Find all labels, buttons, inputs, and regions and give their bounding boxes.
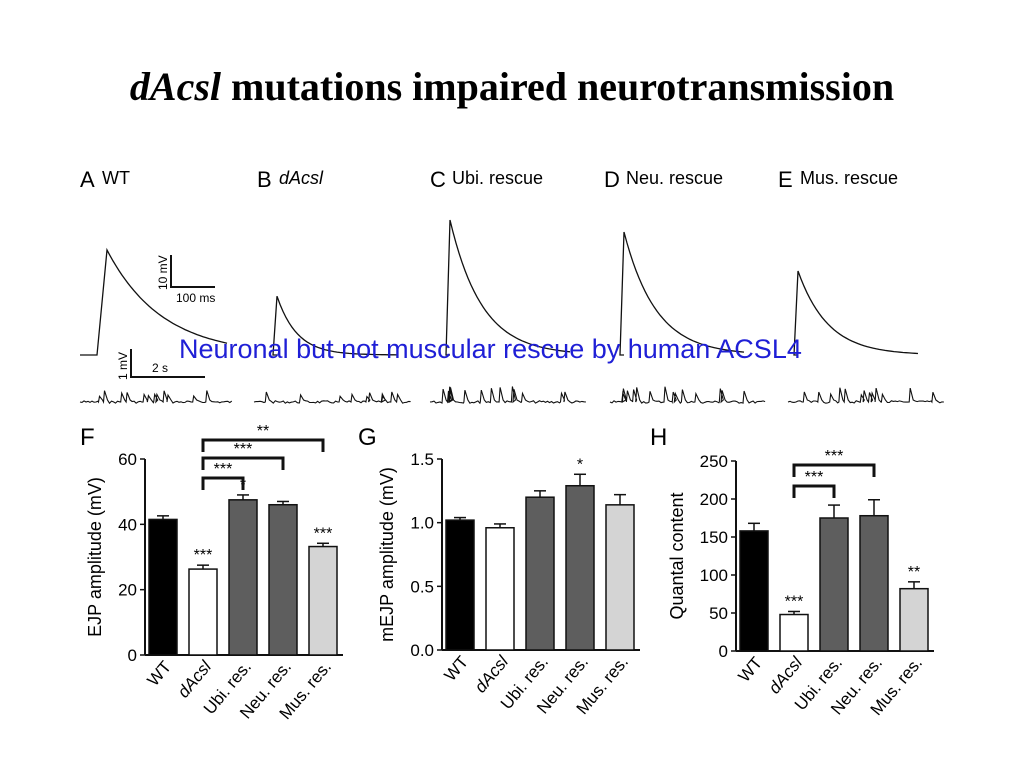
- y-tick-label: 1.0: [410, 514, 434, 533]
- category-label: WT: [441, 652, 473, 684]
- chart-panel-letter: G: [358, 424, 377, 451]
- bar: [565, 484, 595, 651]
- trace-panel-label: Neu. rescue: [626, 168, 723, 188]
- bar: [228, 499, 258, 656]
- bar: [605, 504, 635, 651]
- significance-mark: ***: [194, 547, 213, 564]
- y-tick-label: 150: [700, 528, 728, 547]
- ejp-trace-line: [272, 295, 398, 356]
- bar: [739, 530, 769, 652]
- trace-panel-letter: C: [430, 167, 446, 192]
- ejp-trace-line: [80, 247, 228, 356]
- significance-mark: **: [908, 564, 920, 581]
- ejp-scalebar: [170, 255, 215, 288]
- comparison-bracket: [201, 476, 245, 490]
- bar: [445, 519, 475, 651]
- slide-title: dAcsl mutations impaired neurotransmissi…: [0, 62, 1024, 112]
- y-tick-label: 100: [700, 566, 728, 585]
- bar: [525, 496, 555, 651]
- bar: [308, 545, 338, 656]
- y-tick-label: 0: [128, 646, 137, 665]
- title-rest: mutations impaired neurotransmission: [221, 64, 895, 109]
- y-tick-label: 0: [719, 642, 728, 661]
- bar: [859, 514, 889, 652]
- ejp-scalebar-time: 100 ms: [176, 291, 215, 305]
- y-axis-label: mEJP amplitude (mV): [377, 467, 397, 642]
- chart-panel-letter: H: [650, 424, 667, 451]
- y-tick-label: 50: [709, 604, 728, 623]
- comparison-bracket: [792, 484, 836, 498]
- bar: [899, 587, 929, 652]
- mejp-scalebar: [130, 349, 205, 378]
- title-italic-gene: dAcsl: [129, 64, 222, 109]
- bar: [779, 613, 809, 652]
- bar: [819, 517, 849, 652]
- y-tick-label: 200: [700, 490, 728, 509]
- comparison-label: **: [257, 423, 269, 440]
- mejp-trace-line: [609, 386, 766, 404]
- y-tick-label: 60: [118, 450, 137, 469]
- category-label: WT: [144, 657, 176, 689]
- trace-panel-label: dAcsl: [279, 168, 324, 188]
- comparison-label: ***: [234, 441, 253, 458]
- mejp-trace-line: [79, 390, 233, 405]
- mejp-scalebar-time: 2 s: [152, 361, 168, 375]
- y-tick-label: 250: [700, 452, 728, 471]
- y-axis-label: Quantal content: [667, 492, 687, 619]
- comparison-label: ***: [805, 469, 824, 486]
- trace-panel-letter: D: [604, 167, 620, 192]
- y-tick-label: 20: [118, 581, 137, 600]
- mejp-trace-line: [253, 391, 411, 404]
- significance-mark: ***: [314, 525, 333, 542]
- y-tick-label: 1.5: [410, 450, 434, 469]
- trace-panel-label: Mus. rescue: [800, 168, 898, 188]
- y-axis-label: EJP amplitude (mV): [85, 477, 105, 637]
- mejp-trace-line: [429, 386, 586, 405]
- trace-panel-letter: E: [778, 167, 793, 192]
- trace-panel-label: Ubi. rescue: [452, 168, 543, 188]
- bar: [148, 518, 178, 656]
- ejp-scalebar-voltage: 10 mV: [156, 255, 170, 290]
- chart-panel-letter: F: [80, 424, 95, 451]
- trace-panel-letter: B: [257, 167, 272, 192]
- significance-mark: *: [577, 456, 583, 473]
- mejp-trace-line: [787, 387, 944, 404]
- bar: [268, 503, 298, 656]
- bar: [485, 527, 515, 651]
- comparison-label: ***: [214, 461, 233, 478]
- y-tick-label: 0.0: [410, 641, 434, 660]
- trace-panel-letter: A: [80, 167, 95, 192]
- comparison-bracket: [201, 438, 325, 452]
- ejp-trace-line: [793, 270, 919, 356]
- comparison-label: ***: [825, 448, 844, 465]
- significance-mark: ***: [785, 593, 804, 610]
- rescue-annotation: Neuronal but not muscular rescue by huma…: [179, 334, 802, 364]
- category-label: WT: [735, 653, 767, 685]
- y-tick-label: 0.5: [410, 577, 434, 596]
- y-tick-label: 40: [118, 515, 137, 534]
- bar: [188, 568, 218, 656]
- trace-panel-label: WT: [102, 168, 130, 188]
- ejp-trace-line: [619, 231, 745, 356]
- ejp-trace-line: [445, 219, 571, 356]
- comparison-bracket: [792, 463, 876, 477]
- mejp-scalebar-voltage: 1 mV: [116, 352, 130, 380]
- comparison-bracket: [201, 456, 285, 470]
- mejp-traces: 1 mV 2 s: [79, 349, 944, 405]
